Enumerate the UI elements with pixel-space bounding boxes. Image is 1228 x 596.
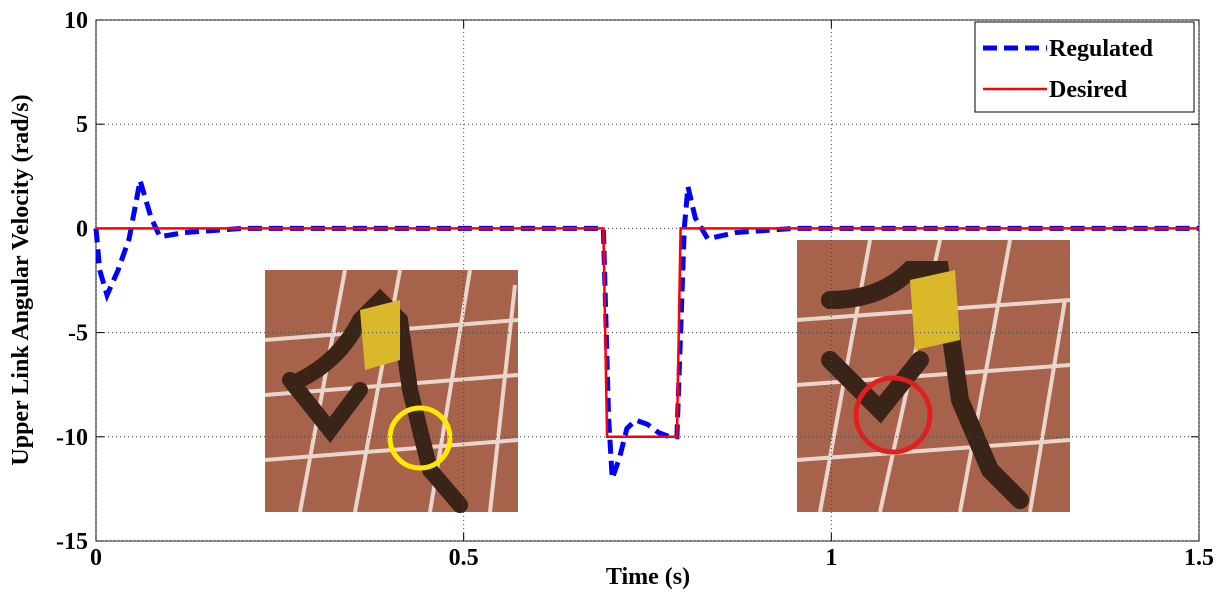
x-tick-label: 0 [90, 545, 102, 571]
chart: Time (s) Upper Link Angular Velocity (ra… [0, 0, 1228, 596]
photo-inset [265, 270, 518, 512]
y-tick-label: 10 [64, 8, 88, 34]
y-tick-label: 5 [76, 112, 88, 138]
y-axis-label: Upper Link Angular Velocity (rad/s) [8, 94, 34, 465]
y-tick-label: 0 [76, 216, 88, 242]
legend-label: Regulated [1049, 36, 1154, 62]
x-axis-label: Time (s) [606, 564, 690, 590]
legend-label: Desired [1049, 77, 1128, 103]
y-tick-label: -15 [56, 529, 88, 555]
photo-inset [797, 240, 1070, 512]
x-tick-label: 1.5 [1184, 545, 1214, 571]
x-tick-label: 1 [825, 545, 837, 571]
y-tick-label: -5 [68, 321, 88, 347]
x-tick-label: 0.5 [449, 545, 479, 571]
y-tick-label: -10 [56, 425, 88, 451]
